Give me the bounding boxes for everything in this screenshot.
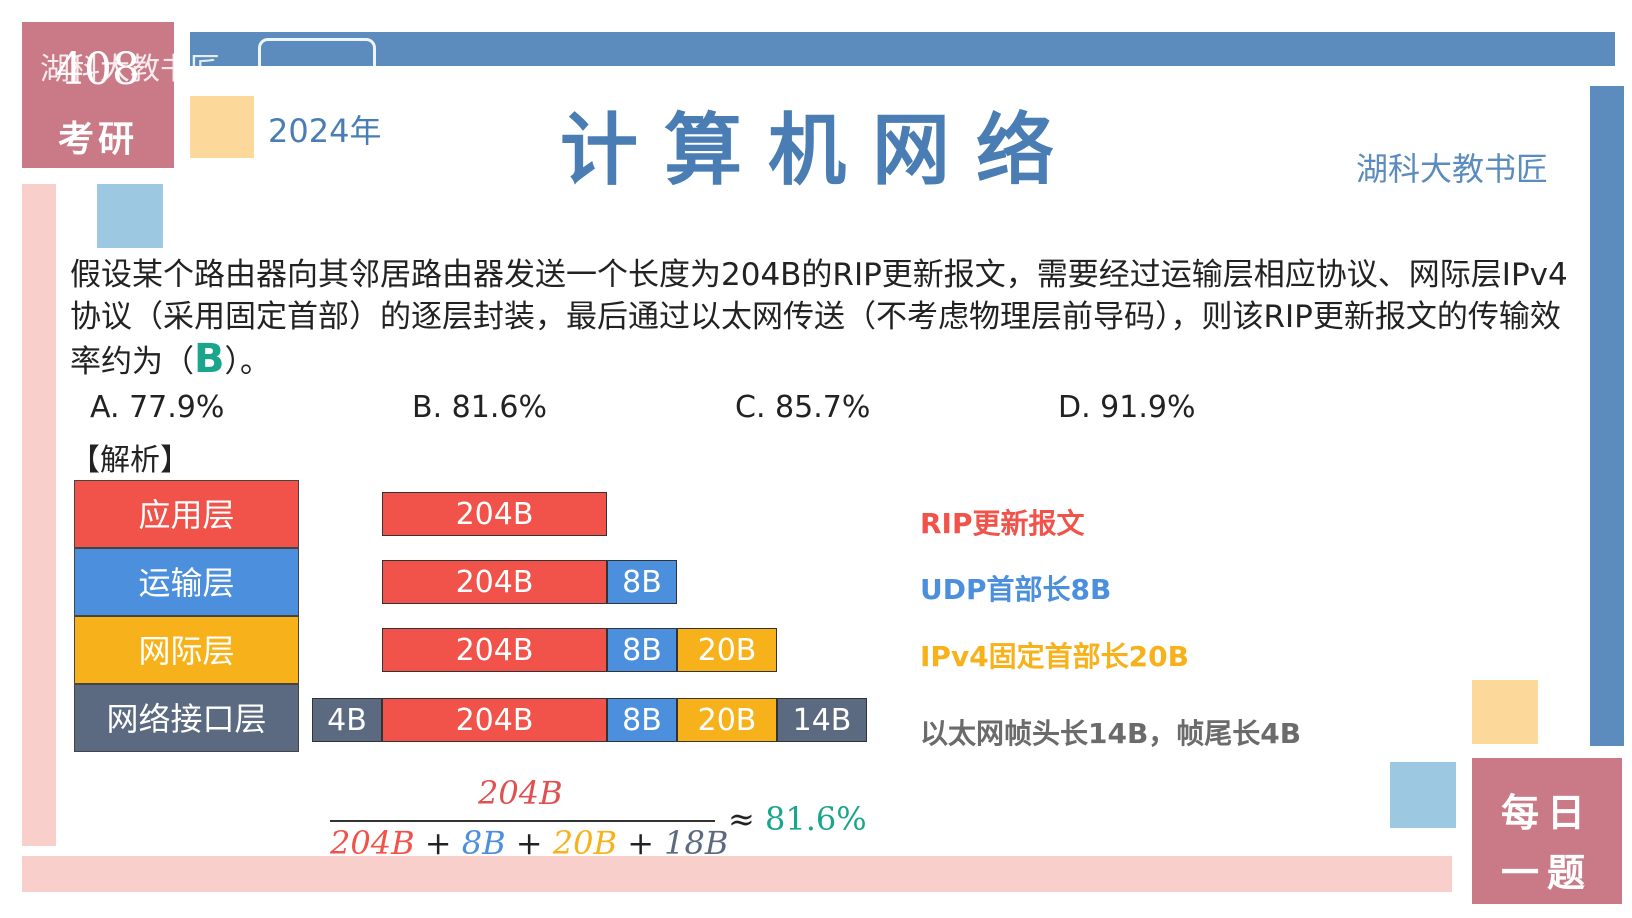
plus-sign: + — [627, 824, 654, 862]
segment-payload: 204B — [382, 560, 607, 604]
question-text: 假设某个路由器向其邻居路由器发送一个长度为204B的RIP更新报文，需要经过运输… — [70, 254, 1570, 383]
segment-payload: 204B — [382, 628, 607, 672]
segment-payload: 204B — [382, 698, 607, 742]
analysis-label: 【解析】 — [70, 443, 190, 478]
option-b: B. 81.6% — [412, 390, 547, 425]
question-tail: ）。 — [224, 344, 272, 380]
year-label: 2024年 — [268, 112, 382, 150]
layer-application: 应用层 — [74, 480, 299, 548]
plus-sign: + — [515, 824, 543, 862]
yellow-decor-square — [190, 96, 254, 158]
segment-udp-header: 8B — [607, 628, 677, 672]
note-rip: RIP更新报文 — [920, 507, 1085, 540]
badge-text: 考研 — [57, 119, 138, 160]
segment-frame-trailer: 4B — [312, 698, 382, 742]
note-udp: UDP首部长8B — [920, 573, 1112, 606]
segment-udp-header: 8B — [607, 698, 677, 742]
segment-ip-header: 20B — [677, 628, 777, 672]
daily-question-badge: 每日 一题 — [1472, 758, 1622, 904]
page-title: 计算机网络 — [560, 105, 1081, 196]
fraction-line — [330, 820, 715, 822]
right-decor-bar — [1590, 86, 1624, 746]
option-c: C. 85.7% — [735, 390, 871, 425]
yellow-decor-square-bottom — [1472, 680, 1538, 744]
den-term-ethernet: 18B — [664, 824, 729, 862]
badge-line1: 每日 — [1500, 791, 1593, 835]
segment-ip-header: 20B — [677, 698, 777, 742]
author-label: 湖科大教书匠 — [1356, 150, 1549, 188]
badge-number: 408 — [56, 44, 140, 95]
option-d: D. 91.9% — [1058, 390, 1196, 425]
den-term-ip: 20B — [552, 824, 618, 862]
segment-udp-header: 8B — [607, 560, 677, 604]
answer-letter: B — [194, 336, 225, 382]
result-value: 81.6% — [764, 800, 867, 838]
left-decor-bar — [22, 184, 56, 846]
note-ipv4: IPv4固定首部长20B — [920, 640, 1189, 673]
plus-sign: + — [424, 824, 452, 862]
question-body: 假设某个路由器向其邻居路由器发送一个长度为204B的RIP更新报文，需要经过运输… — [70, 257, 1568, 380]
option-a: A. 77.9% — [90, 390, 225, 425]
watermark-text: 湖科大教书匠 — [40, 52, 220, 87]
den-term-udp: 8B — [461, 824, 506, 862]
formula-result: ≈ 81.6% — [728, 800, 867, 838]
approx-sign: ≈ — [728, 800, 755, 838]
formula-denominator: 204B + 8B + 20B + 18B — [330, 824, 728, 862]
badge-line2: 一题 — [1500, 851, 1593, 895]
layer-link: 网络接口层 — [74, 684, 299, 752]
segment-payload: 204B — [382, 492, 607, 536]
kaoyan-badge: 408 考研 — [22, 22, 174, 168]
bilibili-logo-icon — [258, 38, 376, 76]
layer-network: 网际层 — [74, 616, 299, 684]
segment-frame-header: 14B — [777, 698, 867, 742]
blue-decor-square — [97, 184, 163, 248]
formula-numerator: 204B — [478, 774, 563, 812]
den-term-payload: 204B — [330, 824, 415, 862]
blue-decor-square-bottom — [1390, 762, 1456, 828]
top-decor-bar — [190, 32, 1615, 66]
note-ethernet: 以太网帧头长14B，帧尾长4B — [920, 717, 1302, 750]
bottom-decor-bar — [22, 856, 1452, 892]
layer-transport: 运输层 — [74, 548, 299, 616]
